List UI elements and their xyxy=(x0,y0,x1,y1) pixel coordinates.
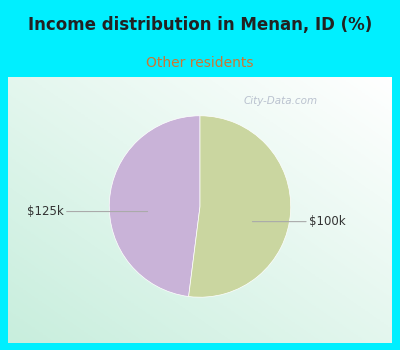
Text: $100k: $100k xyxy=(252,215,346,228)
Text: $125k: $125k xyxy=(27,205,148,218)
Text: Income distribution in Menan, ID (%): Income distribution in Menan, ID (%) xyxy=(28,16,372,34)
Wedge shape xyxy=(189,116,291,297)
Text: Other residents: Other residents xyxy=(146,56,254,70)
Wedge shape xyxy=(109,116,200,296)
Text: City-Data.com: City-Data.com xyxy=(244,96,318,106)
